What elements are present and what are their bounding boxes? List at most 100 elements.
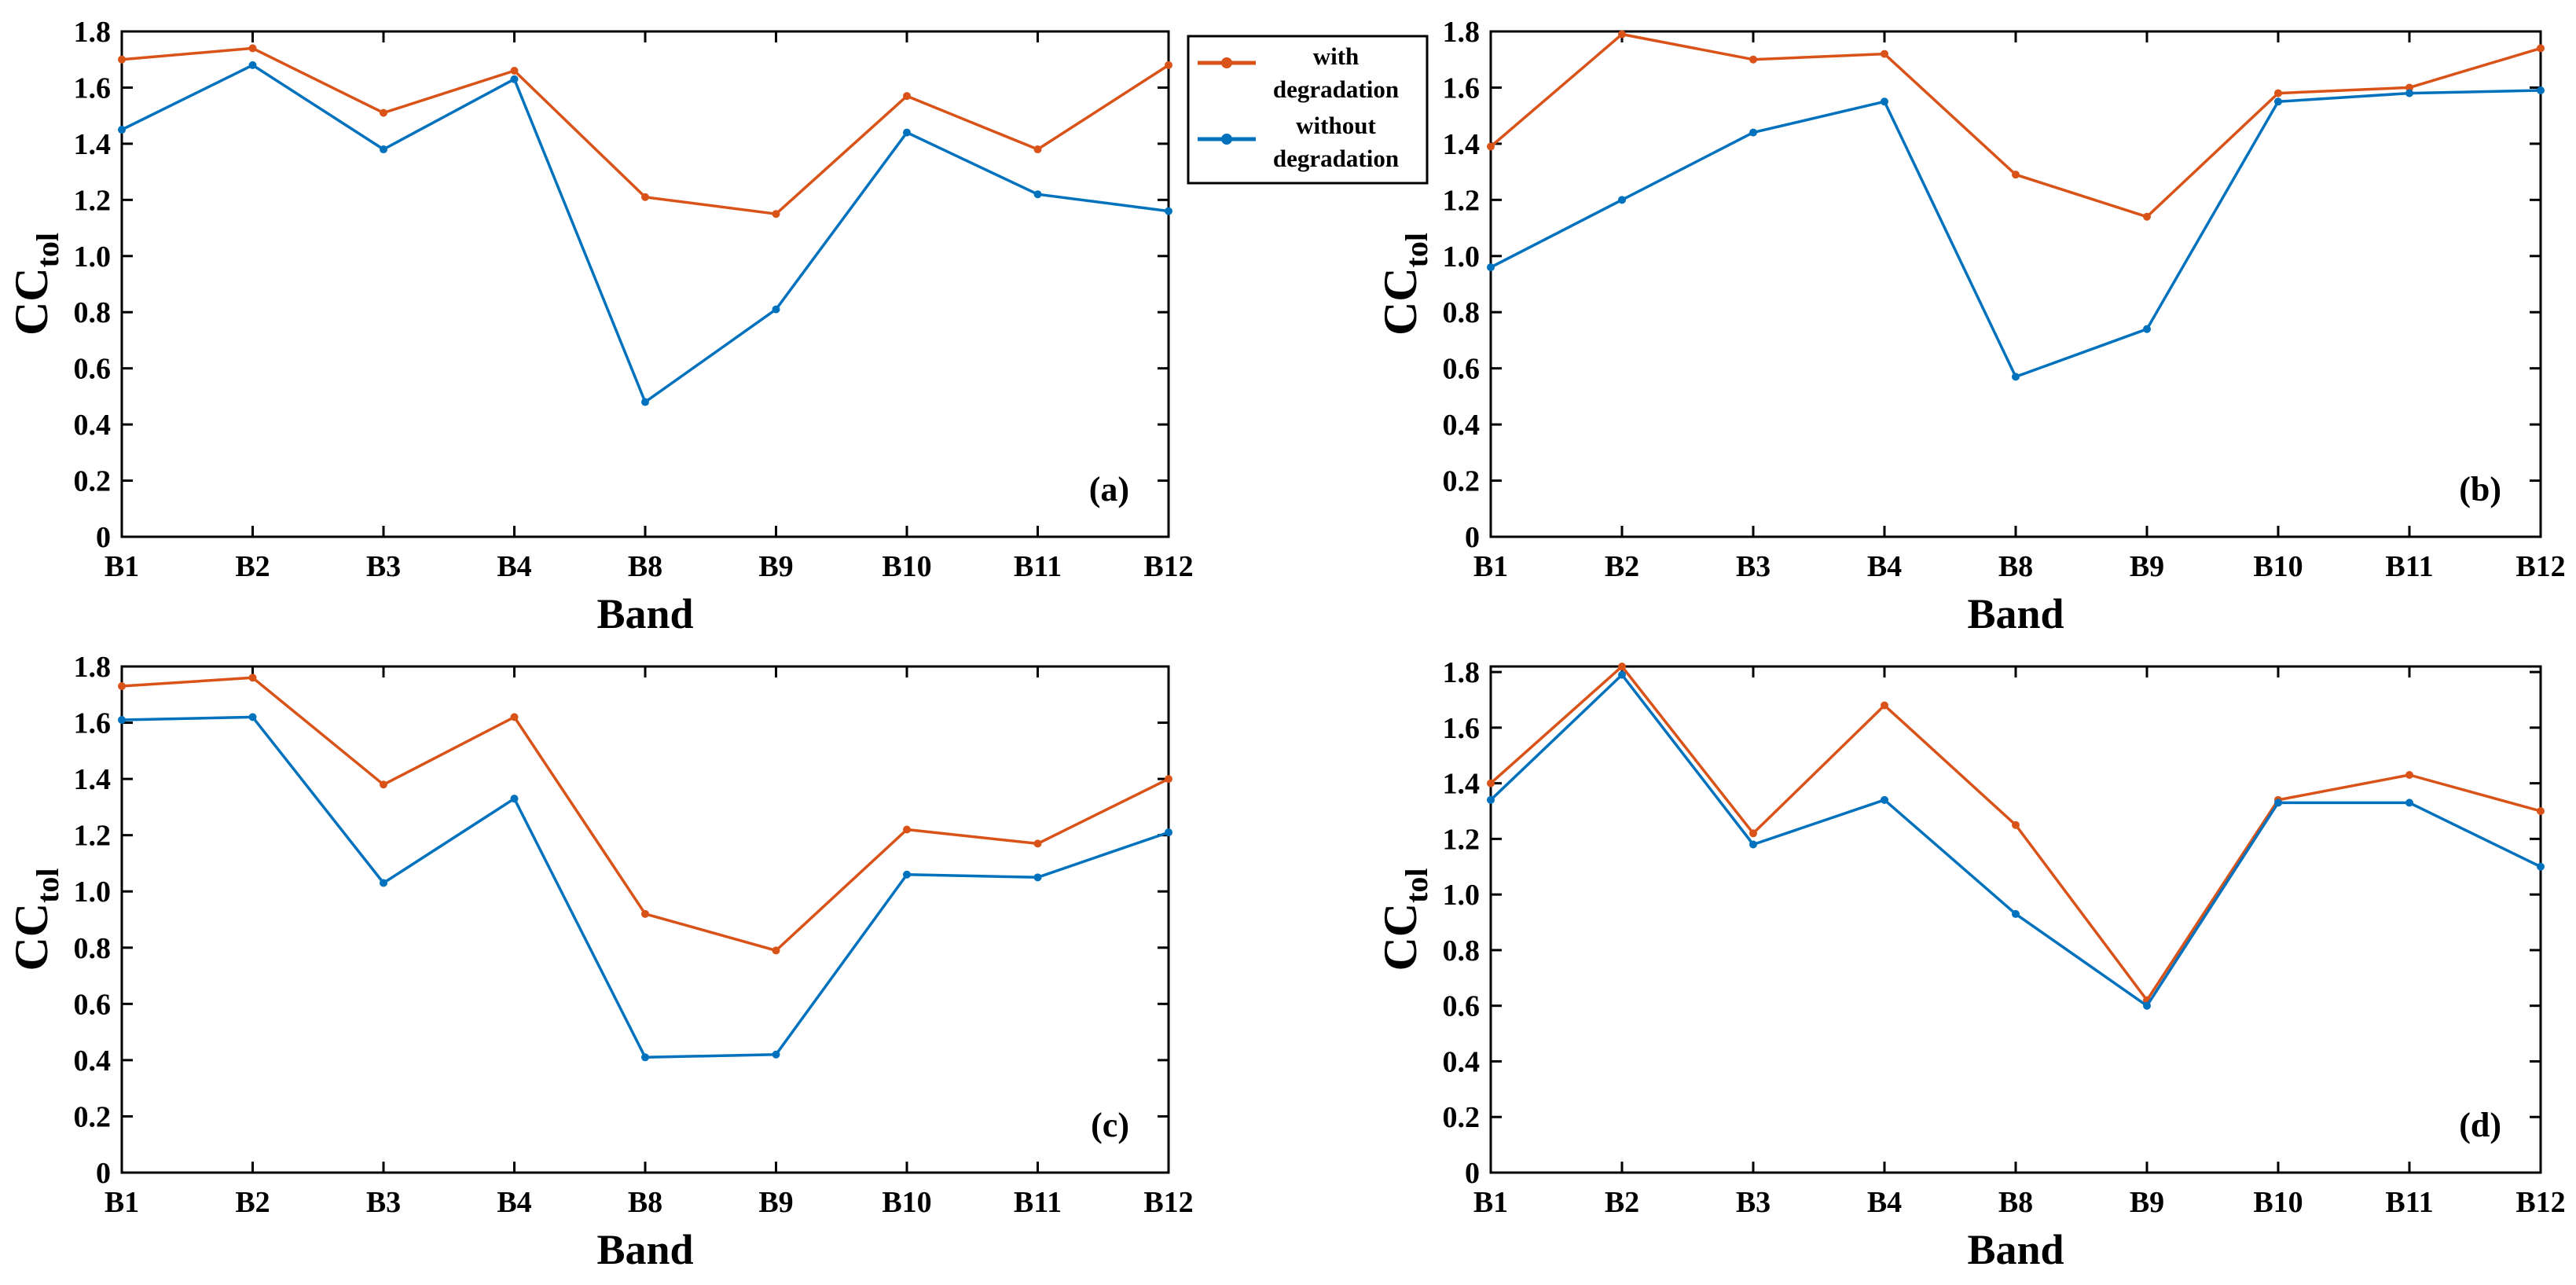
panel-tag: (d) [2459, 1106, 2501, 1144]
data-point-without-degradation [641, 398, 649, 406]
x-tick-label: B10 [882, 550, 931, 583]
panel-tag: (a) [1089, 470, 1129, 508]
x-tick-label: B11 [1014, 550, 1062, 583]
y-tick-label: 0 [96, 521, 111, 554]
y-tick-label: 1.4 [1443, 768, 1481, 801]
data-point-without-degradation [510, 795, 519, 803]
y-axis-title-main: CC [6, 267, 57, 336]
series-line-without-degradation [121, 64, 1169, 404]
y-tick-label: 1.0 [74, 240, 112, 274]
y-axis-title: CCtol [1374, 233, 1434, 336]
y-axis-title: CCtol [6, 868, 65, 971]
data-point-with-degradation [1165, 775, 1172, 784]
data-point-without-degradation [1618, 670, 1626, 679]
x-tick-label: B9 [2130, 550, 2164, 583]
y-tick-label: 0.6 [1443, 353, 1481, 386]
y-tick-label: 1.0 [74, 876, 112, 909]
series-line-with-degradation [121, 46, 1169, 215]
legend-with-label-2: degradation [1273, 75, 1399, 103]
data-point-with-degradation [510, 713, 519, 721]
y-tick-label: 1.4 [74, 128, 112, 161]
data-point-without-degradation [2274, 799, 2282, 807]
data-point-without-degradation [380, 879, 387, 887]
data-point-with-degradation [2143, 212, 2151, 221]
y-tick-label: 1.2 [1443, 184, 1481, 217]
data-point-with-degradation [903, 92, 911, 101]
chart-panel-1: 0 0.2 0.4 0.6 0.8 1.0 1.2 1.4 1.6 1.8 B1 B2 B3 B4 B8 B9… [1374, 16, 2566, 637]
x-tick-label: B11 [2385, 1186, 2433, 1219]
y-tick-label: 0.4 [1443, 1045, 1481, 1078]
y-tick-label: 1.2 [1443, 823, 1481, 856]
data-point-without-degradation [1618, 196, 1626, 204]
x-axis-title: Band [596, 1226, 693, 1273]
y-tick-label: 1.4 [74, 763, 112, 796]
data-point-without-degradation [772, 305, 780, 314]
x-tick-label: B2 [235, 550, 270, 583]
y-tick-label: 1.8 [1443, 16, 1481, 49]
data-point-without-degradation [2143, 1001, 2151, 1010]
legend-without-label-1: without [1296, 112, 1376, 139]
y-tick-label: 1.6 [74, 707, 112, 740]
y-tick-label: 0.6 [74, 353, 112, 386]
data-point-without-degradation [510, 75, 519, 83]
data-point-without-degradation [248, 61, 257, 69]
data-point-without-degradation [380, 145, 387, 154]
data-point-with-degradation [1033, 839, 1042, 848]
data-point-without-degradation [1487, 263, 1495, 272]
x-tick-label: B8 [1998, 550, 2033, 583]
x-tick-label: B11 [2385, 550, 2433, 583]
x-tick-label: B12 [1143, 550, 1193, 583]
x-tick-label: B2 [1605, 1186, 1639, 1219]
data-point-without-degradation [2274, 97, 2282, 106]
data-point-without-degradation [118, 126, 126, 134]
y-axis-title-main: CC [1374, 267, 1426, 336]
legend-with-label-1: with [1313, 42, 1360, 70]
data-point-without-degradation [1749, 128, 1757, 137]
data-point-without-degradation [1487, 795, 1495, 804]
data-point-without-degradation [1165, 828, 1172, 837]
data-point-without-degradation [2537, 86, 2545, 95]
data-point-with-degradation [2405, 83, 2413, 92]
data-point-with-degradation [380, 108, 387, 117]
data-point-with-degradation [772, 946, 780, 955]
data-point-without-degradation [1881, 97, 1888, 106]
panels: 0 0.2 0.4 0.6 0.8 1.0 1.2 1.4 1.6 1.8 B1 B2 B3 B4 B8 B9… [6, 16, 2566, 1273]
data-point-with-degradation [2537, 807, 2545, 815]
data-point-without-degradation [2012, 909, 2020, 918]
y-axis-title-sub: tol [1399, 868, 1434, 902]
panel-tag: (c) [1091, 1106, 1129, 1144]
legend-without-label-2: degradation [1273, 145, 1399, 172]
data-point-without-degradation [118, 715, 126, 724]
plot-frame [120, 665, 1170, 1174]
x-axis-title: Band [1967, 1226, 2064, 1273]
y-tick-label: 1.8 [74, 651, 112, 684]
x-tick-label: B12 [2515, 550, 2565, 583]
data-point-with-degradation [1033, 145, 1042, 154]
x-tick-label: B3 [1736, 1186, 1771, 1219]
y-tick-label: 0.4 [74, 409, 112, 442]
x-tick-label: B11 [1014, 1186, 1062, 1219]
y-axis-title-main: CC [1374, 903, 1426, 971]
legend-with-marker [1221, 57, 1232, 68]
y-tick-label: 0 [96, 1157, 111, 1190]
legend-box [1187, 35, 1429, 185]
y-axis-title-sub: tol [30, 868, 65, 902]
panel-tag: (b) [2459, 470, 2501, 508]
x-tick-label: B12 [1143, 1186, 1193, 1219]
y-axis-title-sub: tol [1399, 233, 1434, 267]
x-tick-label: B12 [2515, 1186, 2565, 1219]
y-tick-label: 0 [1465, 521, 1480, 554]
data-point-with-degradation [2012, 821, 2020, 829]
y-tick-label: 1.4 [1443, 128, 1481, 161]
chart-panel-3: 0 0.2 0.4 0.6 0.8 1.0 1.2 1.4 1.6 1.8 B1 B2 B3 B4 B8 B9… [1374, 656, 2566, 1273]
x-tick-label: B1 [1473, 550, 1508, 583]
data-point-with-degradation [1487, 142, 1495, 151]
y-tick-label: 1.2 [74, 184, 112, 217]
y-tick-label: 0.8 [1443, 934, 1481, 967]
series-line-without-degradation [1490, 89, 2541, 379]
x-tick-label: B4 [497, 1186, 531, 1219]
series-line-with-degradation [121, 676, 1169, 953]
data-point-without-degradation [1881, 795, 1888, 804]
data-point-with-degradation [1165, 61, 1172, 69]
